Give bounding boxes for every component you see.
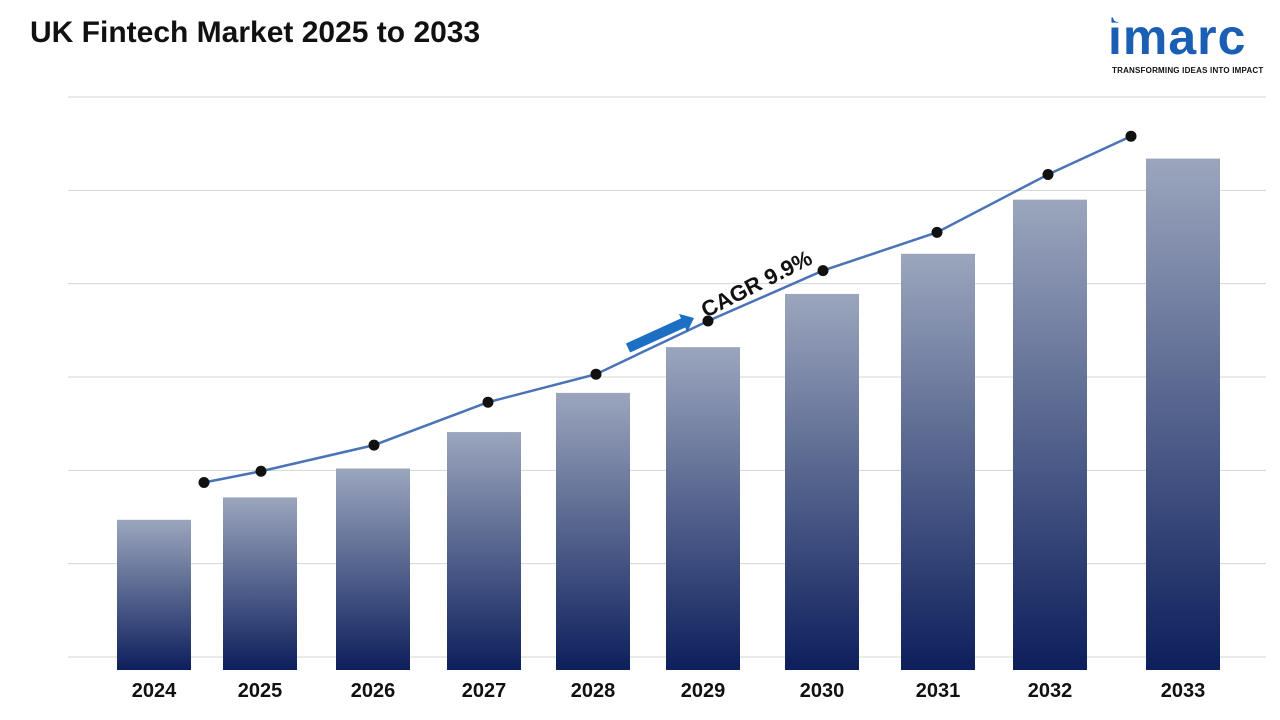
bar-2032 (1013, 199, 1087, 670)
bar-2031 (901, 253, 975, 671)
logo-tagline: TRANSFORMING IDEAS INTO IMPACT (1112, 66, 1264, 75)
bar-2028 (556, 392, 630, 670)
x-tick-label: 2032 (1028, 680, 1073, 702)
trend-marker (482, 396, 494, 408)
x-tick-label: 2025 (238, 680, 283, 702)
trend-marker (198, 476, 210, 488)
logo-wordmark: imarc (1108, 9, 1247, 65)
trend-marker (590, 368, 602, 380)
x-tick-label: 2028 (571, 680, 616, 702)
bar-2026 (336, 468, 410, 670)
bar-2027 (447, 432, 521, 670)
trend-marker (817, 265, 829, 277)
trend-marker (368, 439, 380, 451)
x-tick-label: 2031 (916, 680, 961, 702)
trend-marker (931, 226, 943, 238)
trend-marker (702, 315, 714, 327)
bars (117, 158, 1220, 671)
x-tick-label: 2027 (462, 680, 507, 702)
bar-2025 (223, 497, 297, 670)
trend-marker (1125, 130, 1137, 142)
x-tick-label: 2029 (681, 680, 726, 702)
trend-marker (1042, 168, 1054, 180)
trend-marker (255, 465, 267, 477)
bar-2030 (785, 293, 859, 670)
x-tick-label: 2026 (351, 680, 396, 702)
x-tick-label: 2033 (1161, 680, 1206, 702)
bar-2024 (117, 519, 191, 670)
trend-line-group (198, 130, 1137, 488)
bar-2029 (666, 347, 740, 670)
x-tick-label: 2030 (800, 680, 845, 702)
trend-line (203, 135, 1132, 484)
x-tick-label: 2024 (132, 680, 177, 702)
chart-title: UK Fintech Market 2025 to 2033 (30, 16, 481, 49)
imarc-logo: imarc TRANSFORMING IDEAS INTO IMPACT (1108, 4, 1274, 80)
cagr-arrow (625, 313, 695, 353)
x-axis-ticks: 2024 2025 2026 2027 2028 2029 2030 2031 2032 2033 (132, 680, 1206, 702)
bar-2033 (1146, 158, 1220, 670)
logo-dot (1113, 13, 1122, 22)
